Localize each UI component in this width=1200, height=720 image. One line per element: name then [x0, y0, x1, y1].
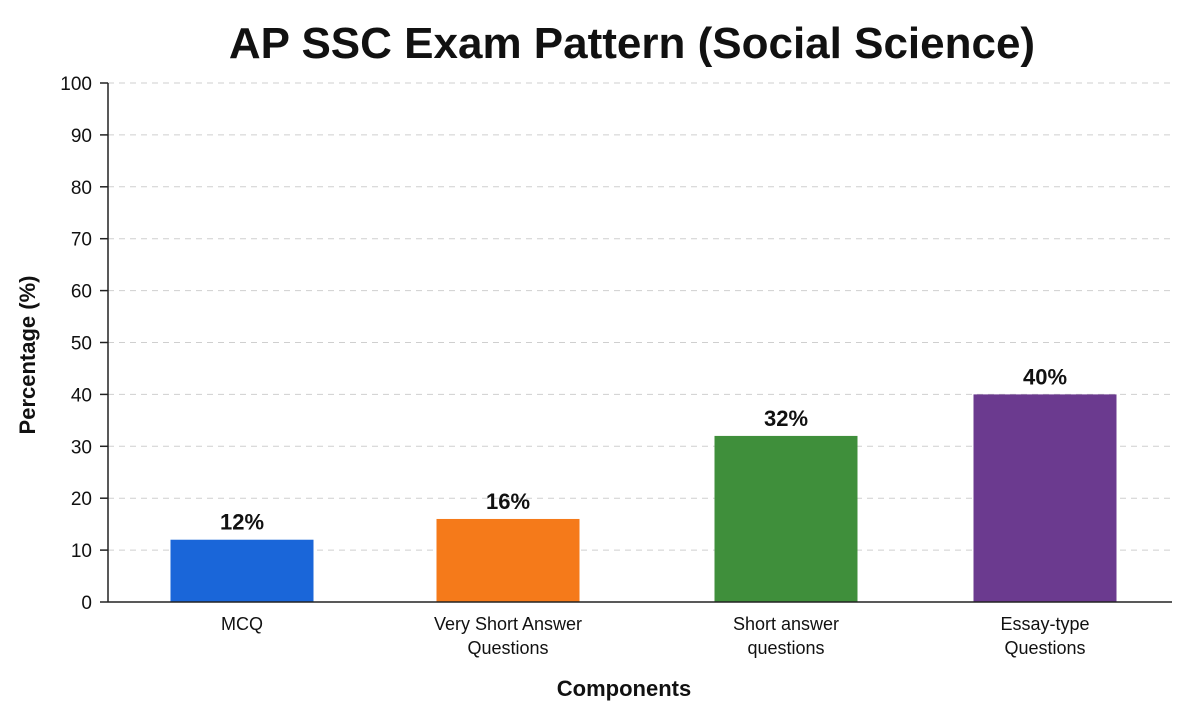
- y-tick-label: 10: [71, 541, 92, 562]
- data-label: 16%: [486, 489, 530, 514]
- y-tick-label: 20: [71, 489, 92, 510]
- x-tick-label: Short answer: [733, 614, 839, 634]
- y-tick-label: 80: [71, 178, 92, 199]
- y-tick-label: 0: [81, 593, 92, 614]
- y-tick-label: 60: [71, 282, 92, 303]
- y-tick-label: 50: [71, 334, 92, 355]
- y-tick-label: 30: [71, 437, 92, 458]
- data-label: 32%: [764, 406, 808, 431]
- y-axis-label: Percentage (%): [15, 276, 40, 435]
- data-label: 40%: [1023, 364, 1067, 389]
- x-tick-label: Essay-type: [1000, 614, 1089, 634]
- y-tick-label: 40: [71, 385, 92, 406]
- x-tick-label: Questions: [1004, 638, 1085, 658]
- data-label: 12%: [220, 510, 264, 535]
- bars: [170, 394, 1117, 602]
- y-tick-label: 100: [60, 74, 92, 95]
- bar: [436, 518, 580, 602]
- x-tick-label: Questions: [467, 638, 548, 658]
- grid-lines: [108, 82, 1172, 551]
- data-labels: 12% 16% 32% 40%: [220, 364, 1067, 534]
- y-tick-label: 70: [71, 230, 92, 251]
- chart-title: AP SSC Exam Pattern (Social Science): [229, 19, 1035, 68]
- axes: [100, 82, 1172, 603]
- bar: [714, 435, 858, 602]
- y-tick-label: 90: [71, 126, 92, 147]
- x-tick-label: Very Short Answer: [434, 614, 582, 634]
- bar: [170, 539, 314, 602]
- x-axis-label: Components: [557, 676, 691, 701]
- bar: [973, 394, 1117, 602]
- x-tick-labels: MCQ Very Short Answer Questions Short answe…: [221, 614, 1090, 658]
- x-tick-label: MCQ: [221, 614, 263, 634]
- x-tick-label: questions: [747, 638, 824, 658]
- y-tick-labels: 0 10 20 30 40 50 60 70 80 90 100: [60, 74, 92, 614]
